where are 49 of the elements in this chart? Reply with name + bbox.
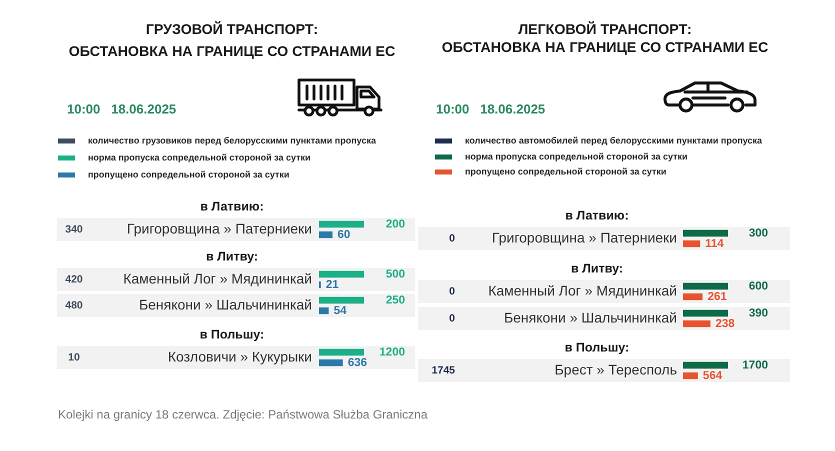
text: 0 [449,232,456,244]
data-label: 114 [705,238,724,250]
data-label: 300 [748,227,768,240]
data-label: 200 [386,218,405,230]
data-label: 250 [386,294,405,306]
legend-label: пропущено сопредельной стороной за сутки [465,166,666,176]
legend-label: количество автомобилей перед белорусскими пунктами пропуска [465,135,764,146]
data-label: 600 [748,280,768,292]
data-label: 636 [348,356,368,369]
text: 1745 [432,364,456,376]
text: в Литву: [570,261,624,276]
data-label: 54 [334,304,348,317]
text: 0 [449,285,456,298]
y-tick-label: Григоровщина » Патерниеки [492,229,677,246]
data-label: 1700 [742,359,768,372]
data-label: 261 [708,290,728,303]
y-tick-label: Григоровщина » Патерниеки [126,220,312,236]
text: в Польшу: [564,340,630,354]
text: 420 [65,273,83,286]
legend-label: норма пропуска сопредельной стороной за сутки [465,151,688,162]
text: в Латвию: [200,199,264,214]
text: 10 [68,351,80,364]
text: ГРУЗОВОЙ ТРАНСПОРТ: ОБСТАНОВКА НА ГРАНИЦЕ СО СТРАНАМИ ЕС [68,20,396,60]
y-tick-label: Козловичи » Кукурыки [168,348,312,364]
y-tick-label: Брест » Тересполь [554,361,677,378]
text: в Литву: [206,249,258,264]
legend-label: количество грузовиков перед белорусскими пунктами пропуска [88,135,377,146]
text: 10:00 18.06.2025 [436,102,546,117]
text: Kolejki na granicy 18 czerwca. Zdjęcie: Państwowa Służba Graniczna [58,407,428,422]
data-label: 1200 [379,346,405,358]
text: 480 [65,299,83,312]
y-tick-label: Бенякони » Шальчининкай [138,296,312,312]
y-tick-label: Бенякони » Шальчининкай [504,309,677,326]
data-label: 500 [386,268,405,280]
text: в Латвию: [565,208,629,222]
data-label: 60 [338,228,350,241]
text: в Польшу: [200,327,264,342]
data-label: 390 [748,307,768,320]
data-label: 238 [715,318,736,330]
y-tick-label: Каменный Лог » Мядининкай [123,270,312,286]
y-tick-label: Каменный Лог » Мядининкай [488,282,677,298]
legend-label: норма пропуска сопредельной стороной за сутки [88,152,311,162]
text: 10:00 18.06.2025 [67,102,176,117]
text: 340 [65,223,83,236]
text: ЛЕГКОВОЙ ТРАНСПОРТ: ОБСТАНОВКА НА ГРАНИЦЕ СО СТРАНАМИ ЕС [442,20,768,56]
data-label: 564 [702,370,723,382]
text: 0 [449,312,456,324]
legend-label: пропущено сопредельной стороной за сутки [88,169,290,180]
data-label: 21 [326,278,340,291]
